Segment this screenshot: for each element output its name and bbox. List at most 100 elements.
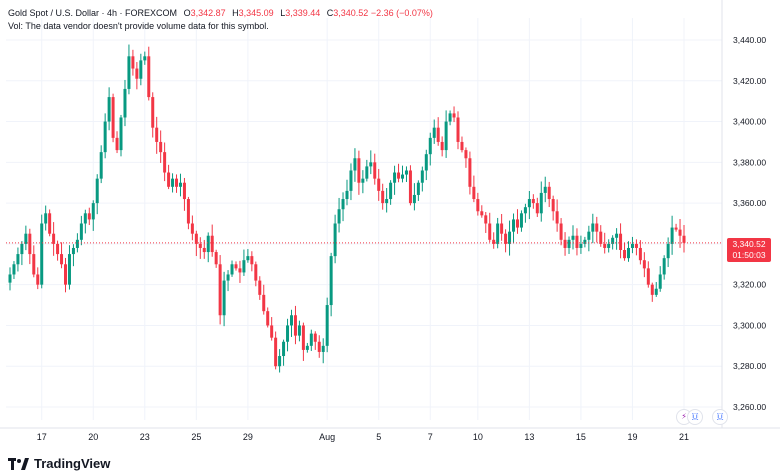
candle-body [587, 231, 591, 240]
candle-body [274, 337, 278, 367]
candle-body [508, 231, 512, 244]
time-tick-label: 10 [473, 432, 483, 442]
candle-body [167, 172, 171, 187]
time-tick-label: 19 [627, 432, 637, 442]
candle-body [512, 219, 516, 232]
candle-body [151, 97, 155, 128]
time-tick-label: 17 [37, 432, 47, 442]
candle-body [131, 56, 135, 69]
last-price-value: 3,340.52 [732, 239, 766, 249]
candle-body [385, 199, 389, 204]
time-tick-label: 7 [428, 432, 433, 442]
candle-body [202, 247, 206, 253]
price-axis: 3,440.00 3,420.00 3,400.00 3,380.00 3,360.00… [733, 35, 766, 412]
candle-body [234, 264, 238, 269]
candle-body [214, 252, 218, 265]
candle-body [515, 219, 519, 228]
candle-body [615, 233, 619, 238]
candle-body [357, 158, 361, 183]
candle-body [337, 209, 341, 224]
price-tick-label: 3,440.00 [733, 35, 766, 45]
tradingview-logo[interactable]: TradingView [8, 456, 110, 471]
candle-body [226, 274, 230, 281]
candle-body [500, 223, 504, 234]
candle-body [527, 199, 531, 208]
time-tick-label: 15 [576, 432, 586, 442]
candle-body [377, 178, 381, 191]
us-flag-icon[interactable]: 🇺 [712, 409, 728, 425]
candle-body [468, 158, 472, 187]
candle-body [389, 182, 393, 200]
candle-body [595, 223, 599, 232]
candle-body [638, 247, 642, 261]
candle-body [654, 288, 658, 295]
candle-body [642, 260, 646, 269]
candle-body [519, 213, 523, 228]
close-label: C [326, 8, 334, 18]
candle-body [16, 254, 20, 265]
change-value: −2.36 (−0.07%) [370, 8, 433, 18]
candle-body [12, 264, 16, 275]
candle-body [222, 280, 226, 316]
candle-body [567, 239, 571, 248]
price-tick-label: 3,300.00 [733, 320, 766, 330]
candle-body [175, 178, 179, 187]
candle-body [460, 141, 464, 151]
brand-name: TradingView [34, 456, 111, 471]
candle-body [480, 211, 484, 216]
candle-body [325, 305, 329, 346]
candle-body [163, 152, 167, 173]
symbol-title[interactable]: Gold Spot / U.S. Dollar · 4h · FOREXCOM [8, 8, 178, 18]
last-price-badge: 3,340.52 01:50:03 [727, 238, 771, 262]
candle-body [107, 97, 111, 122]
candle-body [591, 223, 595, 232]
candle-body [286, 325, 290, 342]
candle-body [492, 239, 496, 244]
candle-body [670, 227, 674, 244]
candle-body [432, 127, 436, 138]
candle-body [139, 60, 143, 79]
candle-body [424, 154, 428, 171]
us-flag-icon[interactable]: 🇺 [687, 409, 703, 425]
candle-body [60, 254, 64, 265]
candle-body [634, 243, 638, 248]
candle-body [36, 274, 40, 285]
candle-body [619, 233, 623, 251]
bar-countdown: 01:50:03 [732, 250, 766, 260]
candle-body [559, 223, 563, 240]
candle-body [626, 247, 630, 259]
candle-body [238, 268, 242, 273]
candle-body [190, 223, 194, 234]
candle-body [194, 233, 198, 244]
candle-body [496, 223, 500, 244]
candle-body [143, 56, 147, 61]
candle-body [373, 162, 377, 179]
candle-body [44, 213, 48, 224]
candle-body [75, 239, 79, 248]
candle-body [353, 158, 357, 171]
candle-body [147, 56, 151, 98]
candle-body [210, 235, 214, 253]
chart-legend: Gold Spot / U.S. Dollar · 4h · FOREXCOM … [8, 7, 433, 20]
candle-body [67, 254, 71, 285]
candle-body [452, 113, 456, 118]
open-value: 3,342.87 [190, 8, 226, 18]
candle-body [79, 223, 83, 240]
candle-body [369, 162, 373, 167]
close-value: 3,340.52 [333, 8, 369, 18]
candle-body [551, 199, 555, 212]
candle-body [599, 231, 603, 244]
candle-body [563, 239, 567, 248]
candle-body [230, 264, 234, 275]
open-label: O [183, 8, 191, 18]
candle-body [171, 178, 175, 187]
candle-body [662, 258, 666, 275]
candle-body [246, 256, 250, 261]
candle-body [135, 68, 139, 79]
candle-body [381, 190, 385, 204]
candle-body [250, 256, 254, 265]
candle-body [317, 341, 321, 352]
candle-body [504, 233, 508, 244]
candle-body [254, 264, 258, 281]
